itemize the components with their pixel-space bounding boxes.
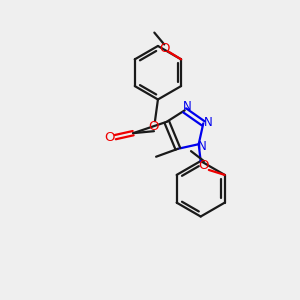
Text: N: N [183, 100, 192, 113]
Text: N: N [198, 140, 207, 153]
Text: O: O [199, 160, 209, 172]
Text: N: N [204, 116, 213, 129]
Text: O: O [104, 130, 115, 144]
Text: O: O [149, 120, 159, 133]
Text: O: O [159, 42, 169, 55]
